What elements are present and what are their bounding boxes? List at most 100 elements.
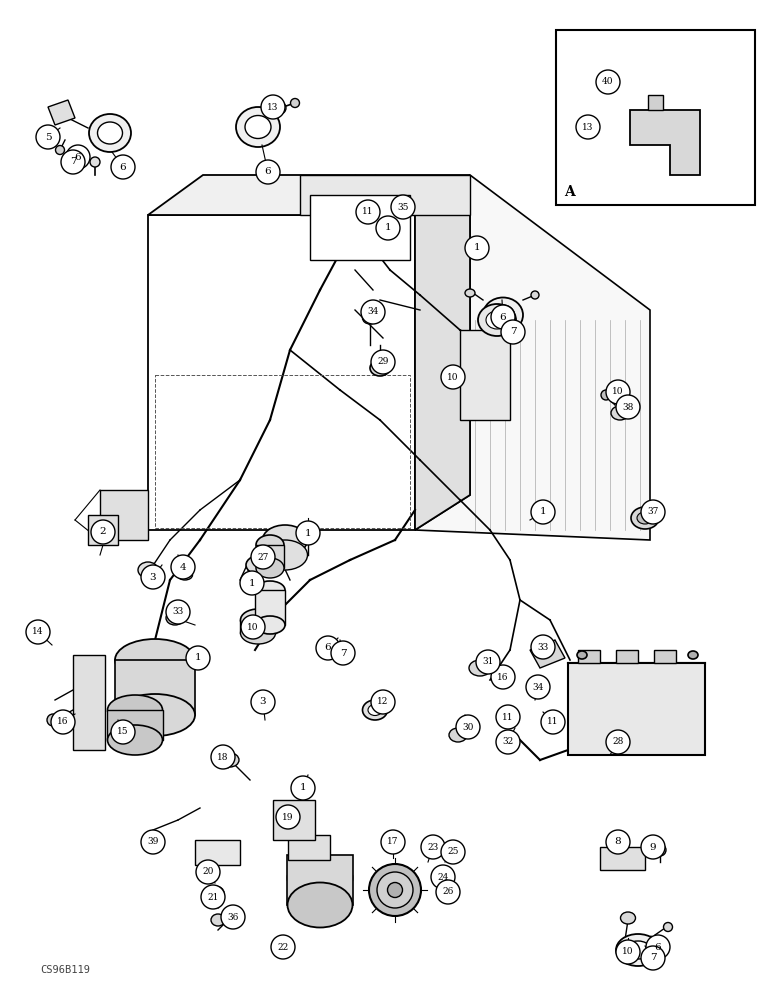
Ellipse shape bbox=[138, 562, 158, 578]
Ellipse shape bbox=[486, 311, 508, 329]
Ellipse shape bbox=[368, 704, 382, 716]
Polygon shape bbox=[648, 95, 663, 110]
Polygon shape bbox=[73, 655, 105, 750]
Polygon shape bbox=[654, 650, 676, 663]
Circle shape bbox=[641, 946, 665, 970]
Text: 33: 33 bbox=[172, 607, 184, 616]
Text: 9: 9 bbox=[650, 842, 656, 852]
Text: 10: 10 bbox=[447, 372, 459, 381]
Text: 28: 28 bbox=[612, 738, 624, 746]
Circle shape bbox=[271, 935, 295, 959]
Ellipse shape bbox=[166, 611, 184, 625]
Polygon shape bbox=[630, 110, 700, 175]
Text: 7: 7 bbox=[340, 648, 347, 658]
Ellipse shape bbox=[601, 390, 611, 400]
Polygon shape bbox=[100, 490, 148, 540]
Circle shape bbox=[356, 200, 380, 224]
Text: 34: 34 bbox=[533, 682, 543, 692]
Text: 36: 36 bbox=[227, 912, 239, 922]
Ellipse shape bbox=[469, 660, 491, 676]
Text: 7: 7 bbox=[69, 157, 76, 166]
Text: 24: 24 bbox=[437, 872, 449, 882]
Circle shape bbox=[251, 545, 275, 569]
Circle shape bbox=[541, 710, 565, 734]
Polygon shape bbox=[107, 710, 163, 740]
Ellipse shape bbox=[56, 145, 65, 154]
Ellipse shape bbox=[531, 291, 539, 299]
Ellipse shape bbox=[287, 856, 353, 900]
Ellipse shape bbox=[97, 122, 123, 144]
Text: 34: 34 bbox=[367, 308, 379, 316]
Text: 39: 39 bbox=[147, 838, 159, 846]
Circle shape bbox=[196, 860, 220, 884]
Text: 40: 40 bbox=[602, 78, 614, 87]
Text: 1: 1 bbox=[305, 528, 311, 538]
Circle shape bbox=[261, 95, 285, 119]
Circle shape bbox=[186, 646, 210, 670]
Polygon shape bbox=[287, 855, 353, 905]
Text: 31: 31 bbox=[482, 658, 493, 666]
Polygon shape bbox=[310, 195, 410, 260]
Ellipse shape bbox=[449, 728, 467, 742]
Circle shape bbox=[641, 500, 665, 524]
Ellipse shape bbox=[663, 922, 672, 932]
Text: 17: 17 bbox=[388, 838, 399, 846]
Text: 13: 13 bbox=[267, 103, 279, 111]
Ellipse shape bbox=[621, 912, 635, 924]
Polygon shape bbox=[530, 640, 565, 668]
Polygon shape bbox=[415, 175, 470, 530]
Ellipse shape bbox=[688, 651, 698, 659]
Text: 1: 1 bbox=[474, 243, 480, 252]
Circle shape bbox=[111, 155, 135, 179]
Text: 7: 7 bbox=[650, 954, 656, 962]
Ellipse shape bbox=[107, 695, 162, 725]
Circle shape bbox=[496, 705, 520, 729]
Ellipse shape bbox=[211, 914, 225, 926]
Circle shape bbox=[646, 935, 670, 959]
Circle shape bbox=[221, 905, 245, 929]
Ellipse shape bbox=[262, 525, 307, 555]
Circle shape bbox=[211, 745, 235, 769]
Ellipse shape bbox=[577, 651, 587, 659]
Ellipse shape bbox=[611, 406, 629, 420]
Text: 1: 1 bbox=[540, 508, 547, 516]
Text: 38: 38 bbox=[622, 402, 634, 412]
Circle shape bbox=[296, 521, 320, 545]
Circle shape bbox=[291, 776, 315, 800]
Text: 23: 23 bbox=[428, 842, 438, 852]
Text: 13: 13 bbox=[582, 122, 594, 131]
Text: 14: 14 bbox=[32, 628, 44, 637]
Ellipse shape bbox=[492, 305, 514, 325]
Text: 35: 35 bbox=[398, 202, 408, 212]
Text: 19: 19 bbox=[283, 812, 294, 822]
Circle shape bbox=[201, 885, 225, 909]
Polygon shape bbox=[48, 100, 75, 125]
Ellipse shape bbox=[262, 540, 307, 570]
Ellipse shape bbox=[178, 570, 192, 580]
Circle shape bbox=[36, 125, 60, 149]
Ellipse shape bbox=[107, 725, 162, 755]
Text: 21: 21 bbox=[208, 892, 218, 902]
Ellipse shape bbox=[625, 941, 651, 959]
Polygon shape bbox=[255, 590, 285, 625]
Circle shape bbox=[51, 710, 75, 734]
Text: A: A bbox=[564, 185, 574, 199]
Ellipse shape bbox=[90, 157, 100, 167]
Text: 11: 11 bbox=[503, 712, 513, 722]
Ellipse shape bbox=[245, 115, 271, 138]
Ellipse shape bbox=[377, 872, 413, 908]
Ellipse shape bbox=[363, 700, 388, 720]
Polygon shape bbox=[115, 660, 195, 715]
Circle shape bbox=[371, 690, 395, 714]
Ellipse shape bbox=[223, 909, 237, 921]
Circle shape bbox=[441, 840, 465, 864]
Circle shape bbox=[596, 70, 620, 94]
Text: 33: 33 bbox=[537, 643, 549, 652]
Text: 16: 16 bbox=[497, 672, 509, 682]
Circle shape bbox=[606, 380, 630, 404]
Ellipse shape bbox=[478, 304, 516, 336]
Ellipse shape bbox=[637, 512, 653, 524]
Text: 16: 16 bbox=[57, 718, 69, 726]
Polygon shape bbox=[578, 650, 600, 663]
Circle shape bbox=[256, 160, 280, 184]
